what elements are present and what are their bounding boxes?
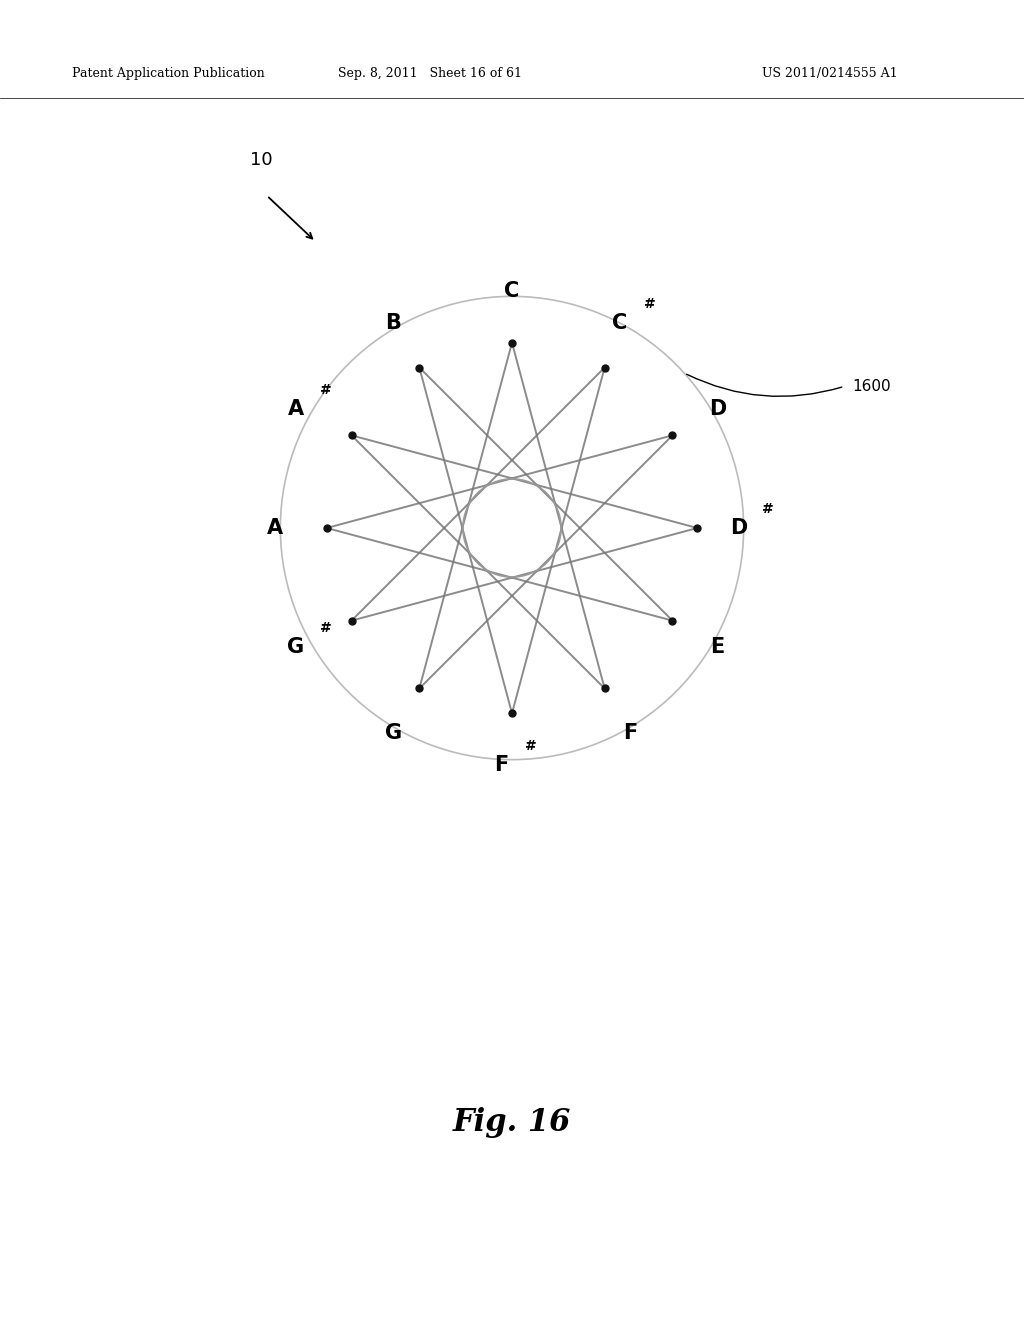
Point	[665, 610, 681, 631]
Point	[343, 425, 359, 446]
Text: E: E	[711, 636, 725, 656]
Point	[412, 678, 428, 700]
Point	[596, 678, 612, 700]
Text: C: C	[505, 281, 519, 301]
Point	[343, 610, 359, 631]
Text: #: #	[644, 297, 655, 310]
Text: F: F	[624, 723, 638, 743]
Text: G: G	[287, 636, 304, 656]
Point	[665, 425, 681, 446]
Text: Fig. 16: Fig. 16	[453, 1106, 571, 1138]
Point	[318, 517, 335, 539]
Text: Patent Application Publication: Patent Application Publication	[72, 67, 264, 81]
Text: #: #	[319, 383, 332, 397]
Point	[412, 356, 428, 378]
Text: Sep. 8, 2011   Sheet 16 of 61: Sep. 8, 2011 Sheet 16 of 61	[338, 67, 522, 81]
Text: A: A	[288, 400, 304, 420]
Text: D: D	[709, 400, 726, 420]
Text: 10: 10	[250, 150, 272, 169]
Text: D: D	[730, 517, 746, 539]
Point	[689, 517, 706, 539]
Text: US 2011/0214555 A1: US 2011/0214555 A1	[762, 67, 897, 81]
Text: C: C	[612, 313, 628, 333]
Text: #: #	[763, 502, 774, 516]
Text: G: G	[385, 723, 402, 743]
Text: F: F	[494, 755, 508, 775]
Text: A: A	[266, 517, 283, 539]
Text: #: #	[525, 739, 537, 754]
Point	[504, 702, 520, 723]
Text: 1600: 1600	[853, 379, 891, 393]
Point	[504, 333, 520, 354]
Text: B: B	[385, 313, 401, 333]
Text: #: #	[319, 620, 332, 635]
Point	[596, 356, 612, 378]
